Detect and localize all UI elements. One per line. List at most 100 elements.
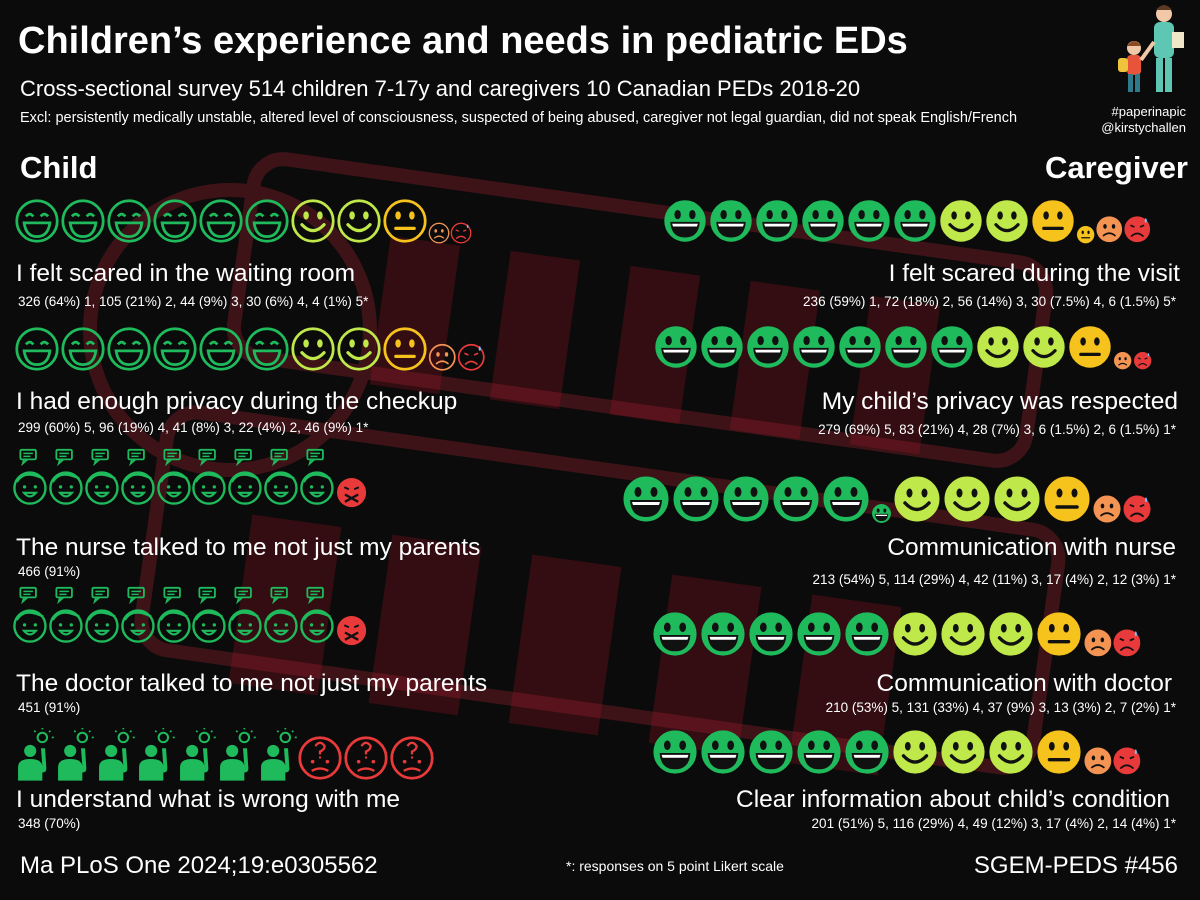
orange-face-icon [1083,629,1111,657]
caregiver-nurse-communication-label: Communication with nurse [887,534,1176,561]
idea-person-icon [220,728,257,781]
red-face-icon [450,222,472,244]
child-talking-icon [264,448,298,505]
dark-green-face-icon [61,199,105,243]
child-talking-icon [300,586,334,643]
dark-green-face-icon [673,476,719,522]
small-red-face-icon [1133,351,1152,370]
child-talking-icon [49,586,83,643]
child-talking-icon [192,586,227,643]
dark-green-face-icon [700,612,745,656]
light-green-face-icon [940,730,985,774]
dark-green-face-icon [199,199,243,243]
study-description: Cross-sectional survey 514 children 7-17… [20,76,861,101]
dark-green-face-icon [796,612,841,656]
dark-green-face-icon [15,199,59,243]
orange-face-icon [428,222,450,244]
idea-person-icon [98,728,135,781]
red-face-icon [1124,216,1151,243]
light-green-face-icon [977,326,1020,368]
small-yellow-face-icon [1076,225,1095,244]
small-dark-green-face-icon [872,504,891,523]
dark-green-face-icon [931,326,974,368]
caregiver-doctor-communication-label: Communication with doctor [876,670,1172,697]
red-face-icon [1123,495,1151,523]
caregiver-scared-label: I felt scared during the visit [888,260,1180,287]
yellow-face-icon [1044,476,1090,522]
light-green-face-icon [892,730,937,774]
child-talking-icon [13,586,47,643]
child-talking-icon [13,448,47,505]
dark-green-face-icon [700,730,745,774]
child-talking-icon [84,448,119,505]
infographic-title: Children’s experience and needs in pedia… [18,20,908,62]
child-talking-icon [156,448,191,505]
caregiver-clear-info-label: Clear information about child’s conditio… [736,786,1170,813]
dark-green-face-icon [748,612,793,656]
dark-green-face-icon [823,476,869,522]
dark-green-face-icon [15,327,59,371]
child-talking-icon [228,448,262,505]
yellow-face-icon [1069,326,1112,368]
dark-green-face-icon [755,200,798,242]
confused-face-icon [390,735,434,780]
likert-note: *: responses on 5 point Likert scale [566,858,784,874]
child-talking-icon [192,448,227,505]
idea-person-icon [179,728,216,781]
child-doctor-talk-icon-row [12,586,368,647]
light-green-face-icon [988,612,1033,656]
caregiver-privacy-icon-row [653,324,1152,370]
child-understand-label: I understand what is wrong with me [16,786,401,813]
hashtag: #paperinapic [1111,104,1186,119]
child-talking-icon [120,448,155,505]
yellow-face-icon [383,199,427,243]
citation: Ma PLoS One 2024;19:e0305562 [20,852,378,879]
child-understand-icon-row [14,728,435,781]
silenced-face-icon [336,615,366,645]
silenced-face-icon [336,477,366,507]
small-orange-face-icon [1114,351,1132,370]
dark-green-face-icon [801,200,844,242]
caregiver-clear-info-stats: 201 (51%) 5, 116 (29%) 4, 49 (12%) 3, 17… [811,816,1176,831]
child-talking-icon [84,586,119,643]
caregiver-scared-stats: 236 (59%) 1, 72 (18%) 2, 56 (14%) 3, 30 … [803,294,1176,309]
caregiver-privacy-stats: 279 (69%) 5, 83 (21%) 4, 28 (7%) 3, 6 (1… [818,422,1176,437]
child-scared-icon-row [14,198,472,244]
child-talking-icon [156,586,191,643]
exclusion-criteria: Excl: persistently medically unstable, a… [20,110,1018,126]
caregiver-column-header: Caregiver [1044,150,1188,185]
nurse-and-child-illustration [1118,5,1184,92]
child-privacy-stats: 299 (60%) 5, 96 (19%) 4, 41 (8%) 3, 22 (… [18,420,369,435]
child-talking-icon [228,586,262,643]
child-scared-label: I felt scared in the waiting room [16,260,356,287]
caregiver-scared-icon-row [662,198,1152,244]
dark-green-face-icon [844,612,889,656]
dark-green-face-icon [245,199,289,243]
child-talking-icon [120,586,155,643]
orange-face-icon [1096,216,1123,243]
dark-green-face-icon [793,326,836,368]
idea-person-icon [58,728,95,781]
branding-tags: #paperinapic @kirstychallen [1101,104,1186,136]
caregiver-nurse-communication-icon-row [621,474,1152,524]
child-column-header: Child [20,150,98,185]
caregiver-clear-info-icon-row [651,728,1143,776]
red-face-icon [1113,629,1141,657]
dark-green-face-icon [245,327,289,371]
child-talking-icon [264,586,298,643]
caregiver-nurse-communication-stats: 213 (54%) 5, 114 (29%) 4, 42 (11%) 3, 17… [812,572,1176,587]
light-green-face-icon [939,200,982,242]
dark-green-face-icon [723,476,769,522]
yellow-face-icon [383,327,427,371]
caregiver-doctor-communication-stats: 210 (53%) 5, 131 (33%) 4, 37 (9%) 3, 13 … [825,700,1176,715]
dark-green-face-icon [199,327,243,371]
dark-green-face-icon [847,200,890,242]
series-tag: SGEM-PEDS #456 [973,852,1178,879]
dark-green-face-icon [652,612,697,656]
dark-green-face-icon [61,327,105,371]
dark-green-face-icon [663,200,706,242]
child-doctor-talk-label: The doctor talked to me not just my pare… [16,670,488,697]
dark-green-face-icon [701,326,744,368]
dark-green-face-icon [652,730,697,774]
confused-face-icon [344,735,388,780]
